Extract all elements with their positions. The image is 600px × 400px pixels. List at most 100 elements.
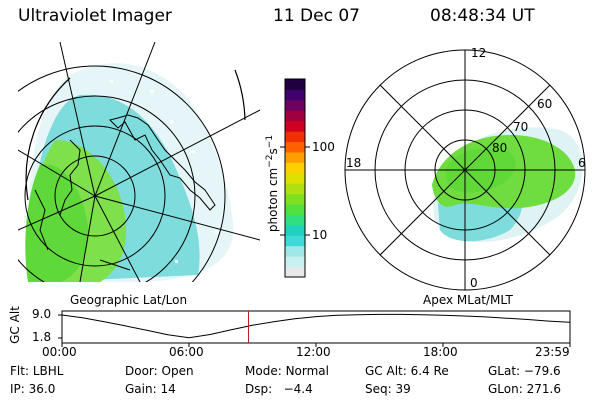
gc-alt-curve <box>61 313 570 339</box>
info-dsp: Dsp: −4.4 <box>245 382 313 396</box>
colorbar-segment <box>285 172 305 184</box>
info-glat: GLat: −79.6 <box>488 364 561 378</box>
info-gcalt-key: GC Alt: <box>365 364 407 378</box>
coastline <box>34 114 216 271</box>
info-gain-value: 14 <box>160 382 176 396</box>
meridian-4 <box>94 195 141 282</box>
timeline-xlabel-0600: 06:00 <box>169 345 204 359</box>
timeline-xlabel-1800: 18:00 <box>423 345 458 359</box>
lat-label-70: 70 <box>513 120 529 134</box>
meridian-3 <box>94 195 260 241</box>
mlt-label-12: 12 <box>471 46 487 60</box>
mlt-label-6: 6 <box>578 156 586 170</box>
info-mode-value: Normal <box>285 364 329 378</box>
timeline-ytick-1-8: 1.8 <box>32 330 52 344</box>
info-mode-key: Mode: <box>245 364 282 378</box>
lat-label-80: 80 <box>492 141 508 155</box>
left-panel-caption: Geographic Lat/Lon <box>70 293 188 307</box>
info-flt-key: Flt: <box>10 364 29 378</box>
lat-circle-mid <box>24 125 166 267</box>
earth-limb <box>25 69 246 201</box>
info-seq: Seq: 39 <box>365 382 411 396</box>
meridian-1 <box>94 42 156 197</box>
info-door-value: Open <box>161 364 194 378</box>
info-flt: Flt: LBHL <box>10 364 63 378</box>
instrument-title: Ultraviolet Imager <box>18 6 172 26</box>
lat-circle-inner <box>54 155 136 237</box>
geographic-grid <box>18 42 260 282</box>
info-ip-value: 36.0 <box>28 382 56 396</box>
info-seq-value: 39 <box>395 382 411 396</box>
info-gcalt-value: 6.4 Re <box>410 364 449 378</box>
info-glat-key: GLat: <box>488 364 521 378</box>
colorbar-segment <box>285 99 305 111</box>
colorbar-label-100: 100 <box>312 140 335 154</box>
unit-mid: s <box>266 148 281 155</box>
lat-label-60: 60 <box>537 97 553 111</box>
colorbar-label-10: 10 <box>312 228 328 242</box>
timeline-ylabel: GC Alt <box>7 306 22 344</box>
colorbar-segment <box>285 266 305 278</box>
mlt-label-18: 18 <box>346 156 362 170</box>
uv-swath-green2 <box>25 164 89 282</box>
info-dsp-key: Dsp: <box>245 382 273 396</box>
colorbar-segment <box>285 162 305 174</box>
colorbar-segment <box>285 214 305 226</box>
meridian-2 <box>94 109 260 197</box>
colorbar-segment <box>285 131 305 143</box>
meridian-6 <box>18 195 96 231</box>
colorbar-segment <box>285 204 305 215</box>
colorbar-segment <box>285 151 305 163</box>
unit-base: photon cm <box>266 167 281 233</box>
info-glon-key: GLon: <box>488 382 523 396</box>
colorbar-segment <box>285 110 305 122</box>
colorbar-segment <box>285 120 305 132</box>
limb-left <box>25 77 71 201</box>
info-mode: Mode: Normal <box>245 364 329 378</box>
colorbar-segment <box>285 183 305 195</box>
info-ip-key: IP: <box>10 382 25 396</box>
info-ip: IP: 36.0 <box>10 382 55 396</box>
date-label: 11 Dec 07 <box>273 6 360 26</box>
info-glat-value: −79.6 <box>523 364 561 378</box>
colorbar-frame <box>284 78 306 278</box>
info-door-key: Door: <box>125 364 158 378</box>
timeline-xticks <box>61 343 571 347</box>
colorbar-segment <box>285 141 305 153</box>
colorbar-segment <box>285 245 305 257</box>
timeline-xlabel-2359: 23:59 <box>535 345 570 359</box>
colorbar-segment <box>285 193 305 205</box>
mlt-line-diag-2 <box>379 84 551 256</box>
limb-right <box>234 69 246 121</box>
colorbar-segment <box>285 235 305 247</box>
mlt-label-0: 0 <box>470 276 478 290</box>
colorbar <box>285 79 305 278</box>
info-glon-value: 271.6 <box>526 382 561 396</box>
meridian-8 <box>59 42 96 197</box>
colorbar-segment <box>285 256 305 268</box>
info-seq-key: Seq: <box>365 382 392 396</box>
timeline-xlabel-0000: 00:00 <box>42 345 77 359</box>
geographic-image-panel <box>25 63 234 282</box>
polar-grid <box>344 49 586 291</box>
colorbar-segment <box>285 79 305 90</box>
polar-image-panel <box>432 127 583 242</box>
colorbar-segment <box>285 224 305 236</box>
time-label: 08:48:34 UT <box>430 6 535 26</box>
unit-exp1: −2 <box>265 154 276 168</box>
info-gain: Gain: 14 <box>125 382 176 396</box>
colorbar-unit-label: photon cm−2s−1 <box>265 135 280 232</box>
unit-exp2: −1 <box>265 134 276 149</box>
lat-circle-edge <box>18 65 226 282</box>
lat-circle-outer <box>18 95 196 282</box>
colorbar-segment <box>285 89 305 101</box>
timeline-frame <box>61 310 571 344</box>
meridian-7 <box>18 149 96 197</box>
info-door: Door: Open <box>125 364 194 378</box>
timeline-xlabel-1200: 12:00 <box>296 345 331 359</box>
right-panel-caption: Apex MLat/MLT <box>423 293 513 307</box>
info-dsp-value: −4.4 <box>275 382 313 396</box>
info-flt-value: LBHL <box>32 364 64 378</box>
meridian-5 <box>79 195 96 282</box>
